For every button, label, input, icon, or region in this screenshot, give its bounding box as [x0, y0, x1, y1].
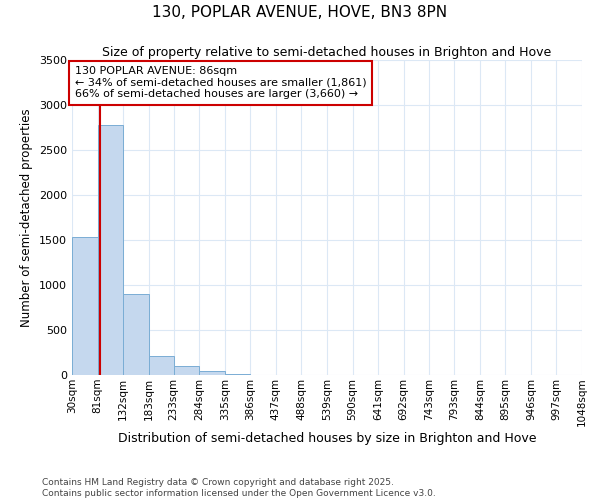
Bar: [225, 374, 250, 375]
Text: 130 POPLAR AVENUE: 86sqm
← 34% of semi-detached houses are smaller (1,861)
66% o: 130 POPLAR AVENUE: 86sqm ← 34% of semi-d…: [74, 66, 366, 100]
X-axis label: Distribution of semi-detached houses by size in Brighton and Hove: Distribution of semi-detached houses by …: [118, 432, 536, 445]
Y-axis label: Number of semi-detached properties: Number of semi-detached properties: [20, 108, 34, 327]
Bar: [173, 366, 199, 375]
Text: Contains HM Land Registry data © Crown copyright and database right 2025.
Contai: Contains HM Land Registry data © Crown c…: [42, 478, 436, 498]
Bar: [149, 356, 173, 375]
Bar: [72, 238, 98, 375]
Bar: [98, 125, 123, 375]
Title: Size of property relative to semi-detached houses in Brighton and Hove: Size of property relative to semi-detach…: [103, 46, 551, 59]
Bar: [123, 294, 149, 375]
Bar: [199, 372, 225, 375]
Text: 130, POPLAR AVENUE, HOVE, BN3 8PN: 130, POPLAR AVENUE, HOVE, BN3 8PN: [152, 5, 448, 20]
